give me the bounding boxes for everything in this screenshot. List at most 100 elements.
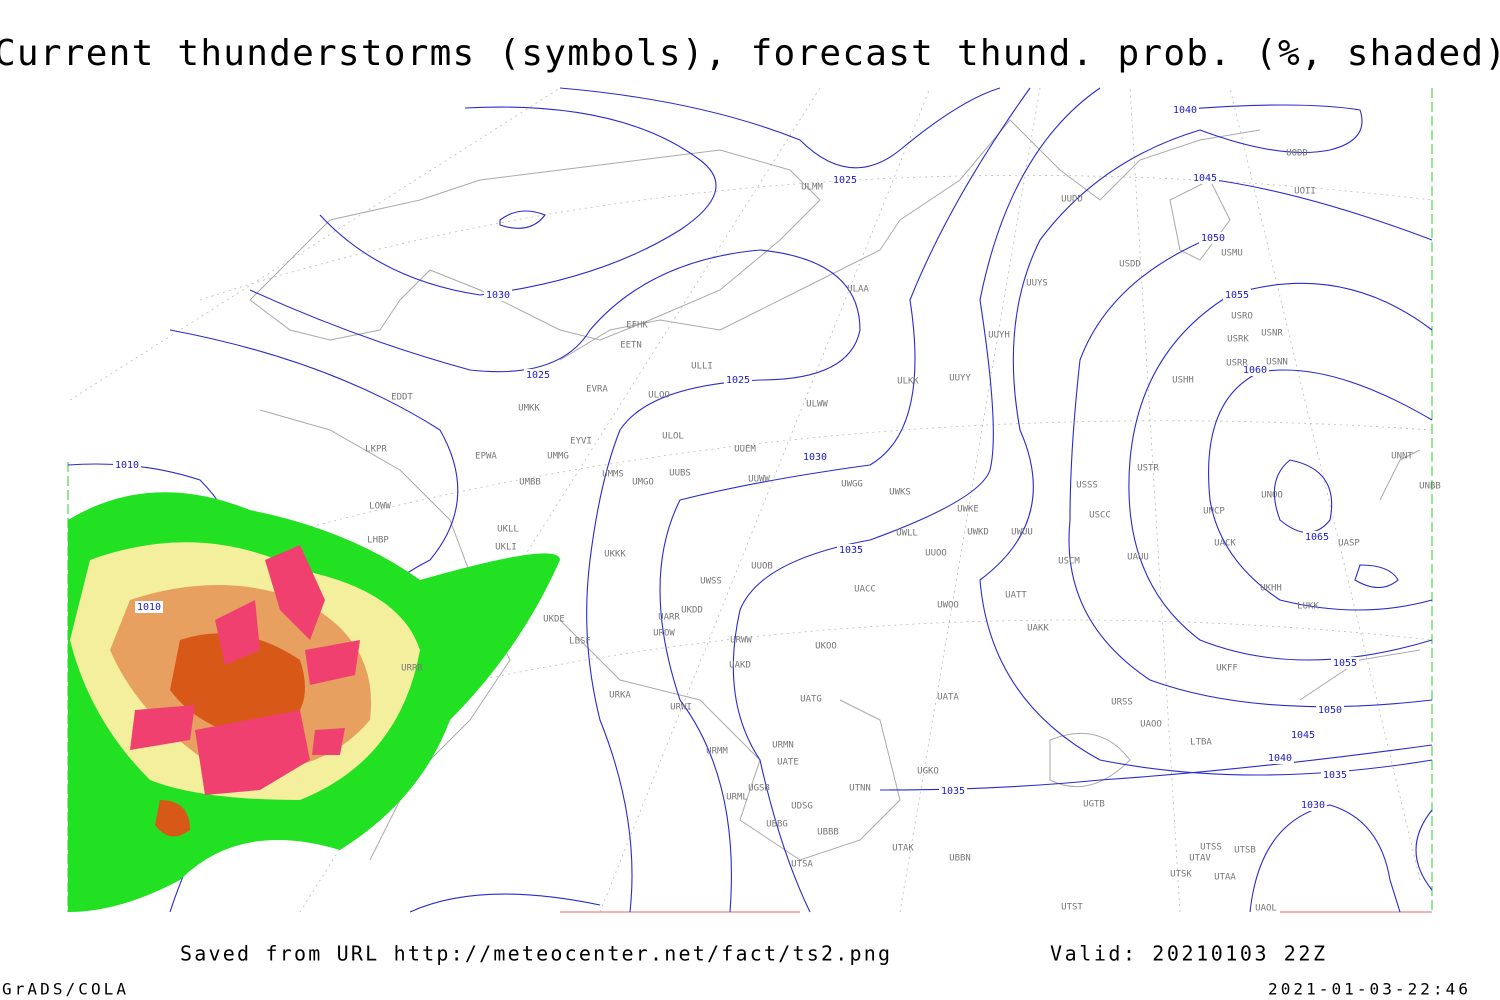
station-label: URML [726, 793, 748, 803]
station-label: UTSS [1200, 843, 1222, 853]
station-label: ULLI [691, 362, 713, 372]
isobar-label: 1025 [526, 370, 550, 381]
isobar-label-bg [1303, 531, 1331, 543]
station-label: UGKO [917, 767, 939, 777]
station-label: UASP [1338, 539, 1360, 549]
isobar-label-bg [1331, 657, 1359, 669]
isobar-label-bg [724, 374, 752, 386]
station-label: UODD [1286, 149, 1308, 159]
storm-area [215, 600, 260, 665]
station-label: UATE [777, 758, 799, 768]
isobar-label: 1030 [1301, 800, 1325, 811]
isobar-label-bg [1299, 799, 1327, 811]
thunderstorm-symbols [130, 545, 360, 795]
saved-url: Saved from URL http://meteocenter.net/fa… [180, 942, 890, 966]
station-label: UWUU [1011, 528, 1033, 538]
isobar-label-bg [837, 544, 865, 556]
grid-line [199, 174, 1433, 301]
station-label: UWLL [896, 529, 918, 539]
coast [559, 119, 1261, 361]
station-label: UUBS [669, 469, 691, 479]
station-label: UNCP [1203, 507, 1225, 517]
station-label: UWSS [700, 577, 722, 587]
prob-shade-top [155, 800, 190, 837]
station-label: UBBB [817, 828, 839, 838]
isobar-label-bg [135, 601, 163, 613]
isobar-label: 1025 [833, 175, 857, 186]
isobar-label-bg [1289, 729, 1317, 741]
coast [249, 149, 821, 341]
station-label: UKLI [495, 543, 517, 553]
station-label: ULKK [897, 377, 919, 387]
station-label: UAOO [1140, 720, 1162, 730]
station-label: UKDE [543, 615, 565, 625]
isobar [1128, 282, 1433, 661]
station-label: UWKD [967, 528, 989, 538]
grid-line [599, 87, 931, 913]
isobar-label: 1010 [137, 602, 161, 613]
isobar [499, 210, 546, 229]
station-label: ULOO [648, 391, 670, 401]
station-label: UATA [937, 693, 959, 703]
grid-line [69, 87, 561, 401]
isobar-label: 1045 [1291, 730, 1315, 741]
station-label: UTSK [1170, 870, 1192, 880]
station-label: UTSB [1234, 846, 1256, 856]
station-label: EPWA [475, 452, 497, 462]
station-label: UTNN [849, 784, 871, 794]
isobar-label-bg [484, 289, 512, 301]
station-label: UKFF [1216, 664, 1238, 674]
station-label: LHBP [367, 536, 389, 546]
station-label: LKPR [365, 445, 387, 455]
station-label: UOII [1294, 187, 1316, 197]
coast [1299, 449, 1421, 701]
isobar-label-bg [1316, 704, 1344, 716]
isobar-label-bg [1171, 104, 1199, 116]
station-label: UBBG [766, 820, 788, 830]
station-label: USTR [1137, 464, 1159, 474]
coast [1049, 732, 1131, 788]
station-label: UUWW [748, 475, 770, 485]
station-label: USHH [1172, 376, 1194, 386]
station-label: USCC [1089, 511, 1111, 521]
station-label: UMKK [518, 404, 540, 414]
station-label: URWI [670, 703, 692, 713]
station-label: UUEM [734, 445, 756, 455]
isobar-label: 1025 [726, 375, 750, 386]
isobar-label: 1030 [803, 452, 827, 463]
title: Current thunderstorms (symbols), forecas… [0, 33, 1500, 74]
station-label: UKDD [681, 606, 703, 616]
timestamp: 2021-01-03-22:46 [1268, 980, 1468, 999]
station-label: USMU [1221, 249, 1243, 259]
isobar [319, 106, 717, 296]
station-label: UACC [854, 585, 876, 595]
isobar-label: 1050 [1318, 705, 1342, 716]
station-label: ULAA [847, 285, 869, 295]
station-label: USNN [1266, 358, 1288, 368]
station-label: UTAV [1189, 854, 1211, 864]
storm-area [305, 640, 360, 685]
station-label: UMBB [519, 478, 541, 488]
station-label: URSS [1111, 698, 1133, 708]
isobar-label: 1060 [1243, 365, 1267, 376]
station-label: UAKK [1027, 624, 1049, 634]
isobar-label: 1035 [1323, 770, 1347, 781]
prob-shade-top [170, 633, 305, 740]
isobar-label: 1065 [1305, 532, 1329, 543]
station-label: UAOL [1255, 904, 1277, 914]
isobar-label-bg [1321, 769, 1349, 781]
station-label: UKOO [815, 642, 837, 652]
coast [1169, 179, 1231, 261]
station-label: LUKK [1297, 602, 1319, 612]
station-label: UAKD [729, 661, 751, 671]
station-label: UTAK [892, 844, 914, 854]
grid-line [899, 87, 1041, 913]
storm-area [265, 545, 325, 640]
probability-shading [68, 492, 560, 912]
station-label: URMM [706, 747, 728, 757]
station-label: UTSA [791, 860, 813, 870]
isobar-label-bg [524, 369, 552, 381]
valid-time: Valid: 20210103 22Z [1050, 942, 1325, 966]
station-label: URMN [772, 741, 794, 751]
station-label: UKKK [604, 550, 626, 560]
